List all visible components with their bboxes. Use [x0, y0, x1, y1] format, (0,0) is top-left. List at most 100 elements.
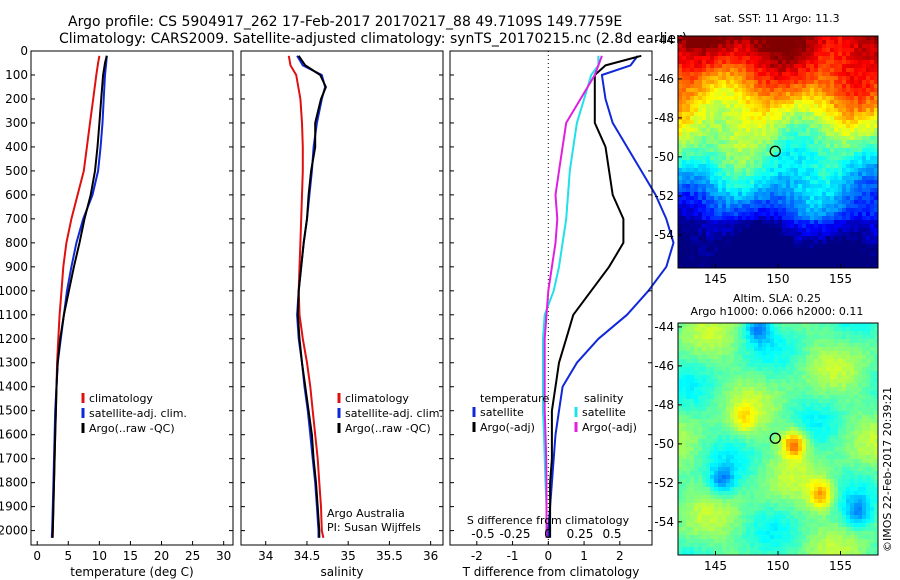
map-cell [830, 68, 834, 72]
map-cell [778, 192, 782, 196]
map-cell [838, 343, 842, 347]
map-cell [854, 431, 858, 435]
map-cell [850, 236, 854, 240]
map-cell [758, 451, 762, 455]
map-cell [734, 439, 738, 443]
map-cell [786, 76, 790, 80]
map-cell [862, 343, 866, 347]
map-cell [758, 371, 762, 375]
map-cell [798, 371, 802, 375]
map-cell [726, 220, 730, 224]
map-cell [702, 264, 706, 268]
map-cell [686, 423, 690, 427]
map-cell [686, 260, 690, 264]
map-cell [822, 204, 826, 208]
map-cell [850, 192, 854, 196]
map-cell [758, 56, 762, 60]
map-cell [858, 423, 862, 427]
map-cell [758, 427, 762, 431]
map-cell [806, 331, 810, 335]
map-cell [782, 347, 786, 351]
map-cell [734, 104, 738, 108]
map-cell [766, 40, 770, 44]
map-cell [678, 56, 682, 60]
map-cell [690, 467, 694, 471]
map-cell [774, 208, 778, 212]
map-cell [862, 391, 866, 395]
map-cell [782, 327, 786, 331]
map-cell [818, 88, 822, 92]
map-cell [862, 379, 866, 383]
map-cell [858, 379, 862, 383]
map-cell [870, 228, 874, 232]
map-cell [702, 343, 706, 347]
map-cell [682, 451, 686, 455]
map-cell [758, 363, 762, 367]
map-cell [722, 68, 726, 72]
map-cell [726, 212, 730, 216]
map-cell [722, 188, 726, 192]
map-cell [722, 248, 726, 252]
map-cell [754, 168, 758, 172]
map-cell [682, 76, 686, 80]
map-cell [742, 80, 746, 84]
map-cell [750, 192, 754, 196]
map-cell [718, 172, 722, 176]
map-cell [858, 327, 862, 331]
map-cell [814, 347, 818, 351]
map-cell [710, 84, 714, 88]
map-cell [818, 327, 822, 331]
map-cell [854, 100, 858, 104]
map-cell [774, 367, 778, 371]
map-cell [718, 72, 722, 76]
map-cell [734, 36, 738, 40]
map-cell [762, 455, 766, 459]
map-cell [790, 244, 794, 248]
map-cell [782, 212, 786, 216]
map-cell [822, 52, 826, 56]
map-cell [798, 120, 802, 124]
map-cell [762, 160, 766, 164]
map-cell [842, 371, 846, 375]
map-cell [830, 144, 834, 148]
legend-label: climatology [345, 392, 409, 405]
map-cell [738, 176, 742, 180]
map-cell [786, 355, 790, 359]
map-cell [702, 152, 706, 156]
map-cell [802, 383, 806, 387]
map-cell [874, 427, 878, 431]
map-cell [678, 395, 682, 399]
map-cell [854, 160, 858, 164]
map-cell [770, 52, 774, 56]
map-cell [806, 327, 810, 331]
map-cell [826, 120, 830, 124]
map-cell [758, 228, 762, 232]
map-cell [794, 439, 798, 443]
map-cell [810, 228, 814, 232]
map-cell [846, 463, 850, 467]
map-cell [858, 124, 862, 128]
map-cell [838, 407, 842, 411]
map-cell [710, 140, 714, 144]
map-cell [714, 415, 718, 419]
map-cell [690, 327, 694, 331]
map-cell [862, 403, 866, 407]
map-cell [806, 359, 810, 363]
map-cell [778, 64, 782, 68]
map-cell [854, 64, 858, 68]
map-cell [798, 196, 802, 200]
map-cell [838, 415, 842, 419]
map-cell [798, 403, 802, 407]
map-cell [686, 220, 690, 224]
map-cell [786, 100, 790, 104]
map-cell [718, 351, 722, 355]
map-cell [766, 391, 770, 395]
map-cell [858, 176, 862, 180]
map-cell [806, 439, 810, 443]
map-cell [858, 371, 862, 375]
map-cell [750, 459, 754, 463]
map-cell [762, 399, 766, 403]
map-cell [834, 164, 838, 168]
map-cell [722, 136, 726, 140]
map-cell [714, 176, 718, 180]
